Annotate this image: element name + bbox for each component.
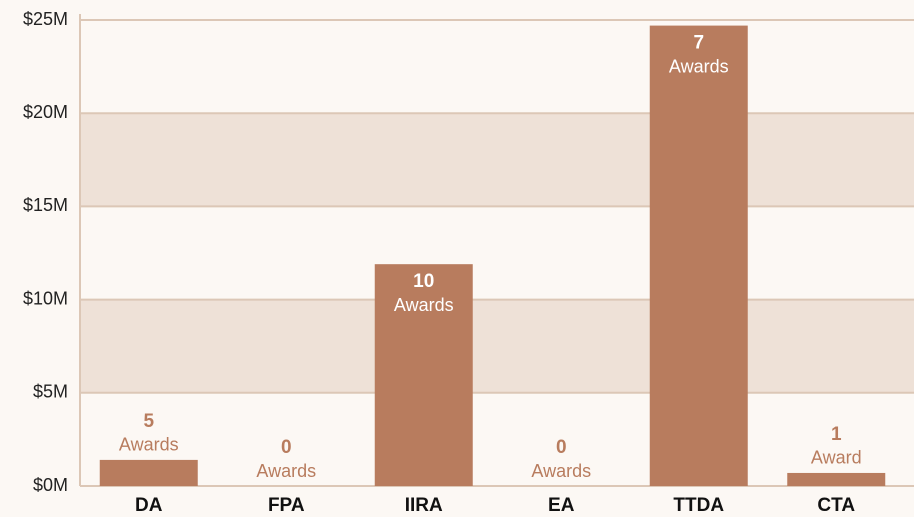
x-tick-label: CTA	[817, 495, 855, 516]
y-tick-label: $20M	[23, 102, 68, 122]
award-word: Awards	[119, 435, 179, 455]
award-count: 10	[413, 271, 434, 292]
y-tick-label: $15M	[23, 195, 68, 215]
x-tick-label: TTDA	[673, 495, 724, 516]
bar	[649, 25, 748, 486]
y-tick-label: $5M	[33, 382, 68, 402]
grid-band	[80, 299, 914, 393]
award-count: 0	[556, 437, 567, 458]
award-word: Award	[811, 448, 862, 468]
x-tick-label: EA	[548, 495, 575, 516]
grid-band	[80, 113, 914, 207]
bar	[99, 459, 198, 486]
y-tick-label: $0M	[33, 475, 68, 495]
award-word: Awards	[394, 295, 454, 315]
bar	[374, 264, 473, 486]
award-word: Awards	[669, 56, 729, 76]
bar	[787, 472, 886, 486]
y-tick-label: $10M	[23, 288, 68, 308]
x-tick-label: IIRA	[405, 495, 443, 516]
award-count: 7	[693, 33, 704, 54]
y-tick-label: $25M	[23, 9, 68, 29]
x-tick-label: FPA	[268, 495, 305, 516]
award-word: Awards	[256, 461, 316, 481]
award-count: 5	[143, 411, 154, 432]
award-word: Awards	[531, 461, 591, 481]
award-count: 0	[281, 437, 292, 458]
x-tick-label: DA	[135, 495, 163, 516]
award-count: 1	[831, 424, 842, 445]
